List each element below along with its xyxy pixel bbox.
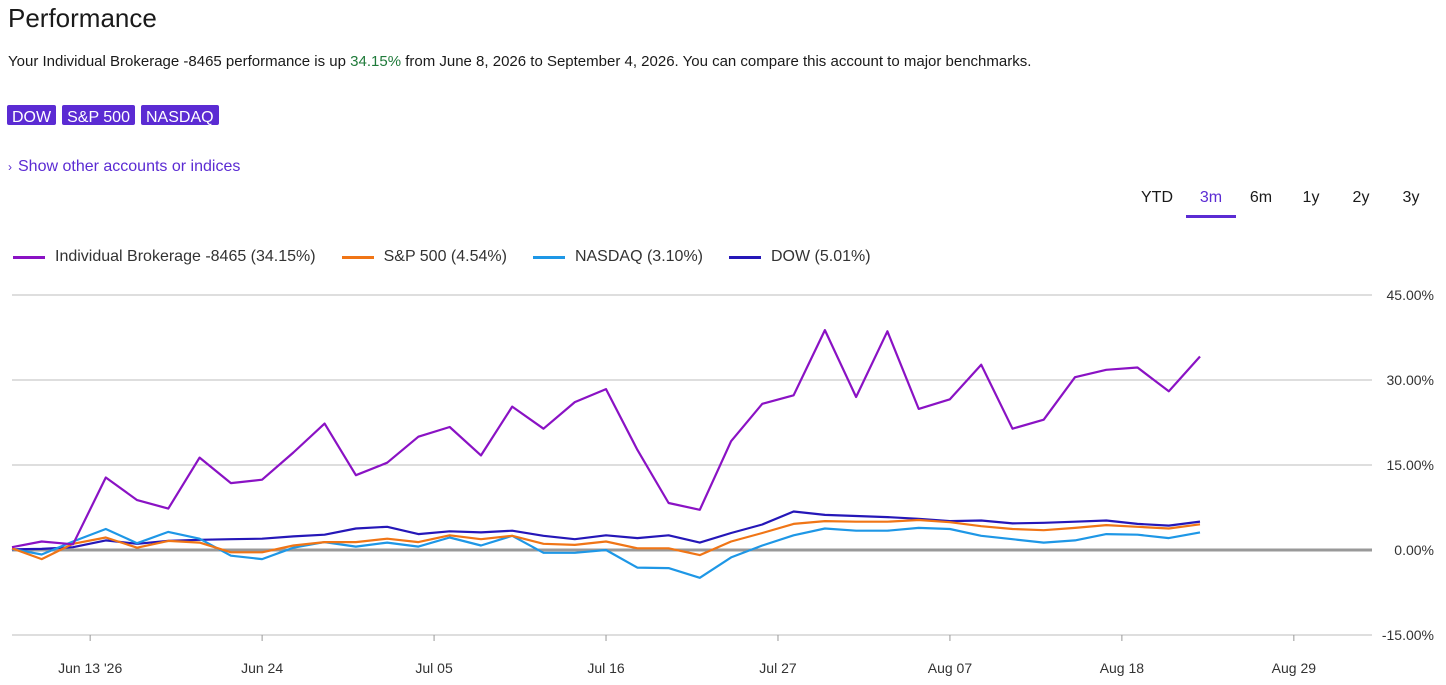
chart-legend: Individual Brokerage -8465 (34.15%) S&P … [13,248,871,266]
range-tab-1y[interactable]: 1y [1302,189,1320,206]
range-tab-6m[interactable]: 6m [1249,189,1273,206]
legend-label-dow: DOW (5.01%) [771,248,871,265]
y-tick-label: 45.00% [1387,287,1434,303]
legend-item-sp500[interactable]: S&P 500 (4.54%) [341,248,507,266]
legend-item-nasdaq[interactable]: NASDAQ (3.10%) [532,248,703,266]
summary-text-start: Your Individual Brokerage -8465 performa… [8,53,351,70]
y-tick-label: -15.00% [1382,627,1434,643]
range-tab-ytd[interactable]: YTD [1141,189,1173,206]
nasdaq-line [11,526,1201,579]
time-range-tabs: YTD 3m 6m 1y 2y 3y [1128,186,1436,218]
benchmark-buttons: DOW S&P 500 NASDAQ [7,105,219,126]
benchmark-nasdaq-button[interactable]: NASDAQ [140,105,219,126]
y-tick-label: 30.00% [1387,372,1434,388]
performance-chart: 45.00% 30.00% 15.00% 0.00% -15.00% Jun 13 '26… [11,287,1434,676]
dow-line [11,510,1201,551]
chevron-right-icon: › [8,160,12,174]
legend-swatch-sp500 [341,255,374,259]
benchmark-sp500-button[interactable]: S&P 500 [62,105,135,126]
legend-label-account: Individual Brokerage -8465 (34.15%) [55,248,316,265]
benchmark-dow-button[interactable]: DOW [7,105,57,126]
performance-percent: 34.15% [350,53,402,70]
account-line [11,328,1201,549]
x-tick-label: Jun 13 '26 [58,660,122,676]
performance-summary: Your Individual Brokerage -8465 performa… [8,53,1031,70]
legend-swatch-account [13,255,45,259]
sp500-line [11,518,1201,561]
y-tick-label: 0.00% [1394,542,1434,558]
legend-swatch-dow [729,255,761,259]
range-tab-3m[interactable]: 3m [1186,186,1236,218]
legend-swatch-nasdaq [532,255,565,259]
x-tick-label: Jul 05 [415,660,453,676]
x-tick-label: Aug 07 [928,660,973,676]
summary-text-end: from June 8, 2026 to September 4, 2026. … [401,53,1032,70]
legend-item-dow[interactable]: DOW (5.01%) [729,248,871,266]
page-title: Performance [8,3,157,33]
legend-label-sp500: S&P 500 (4.54%) [383,248,507,265]
x-tick-label: Jun 24 [241,660,283,676]
legend-label-nasdaq: NASDAQ (3.10%) [574,248,703,265]
range-tab-2y[interactable]: 2y [1352,189,1370,206]
x-tick-label: Jul 16 [587,660,625,676]
x-tick-label: Aug 18 [1100,660,1145,676]
range-tab-3y[interactable]: 3y [1402,189,1420,206]
show-other-accounts-link[interactable]: › Show other accounts or indices [8,158,240,176]
show-other-accounts-label: Show other accounts or indices [18,158,241,175]
y-tick-label: 15.00% [1387,457,1434,473]
x-tick-label: Aug 29 [1272,660,1317,676]
x-tick-label: Jul 27 [759,660,797,676]
legend-item-account[interactable]: Individual Brokerage -8465 (34.15%) [13,248,316,266]
